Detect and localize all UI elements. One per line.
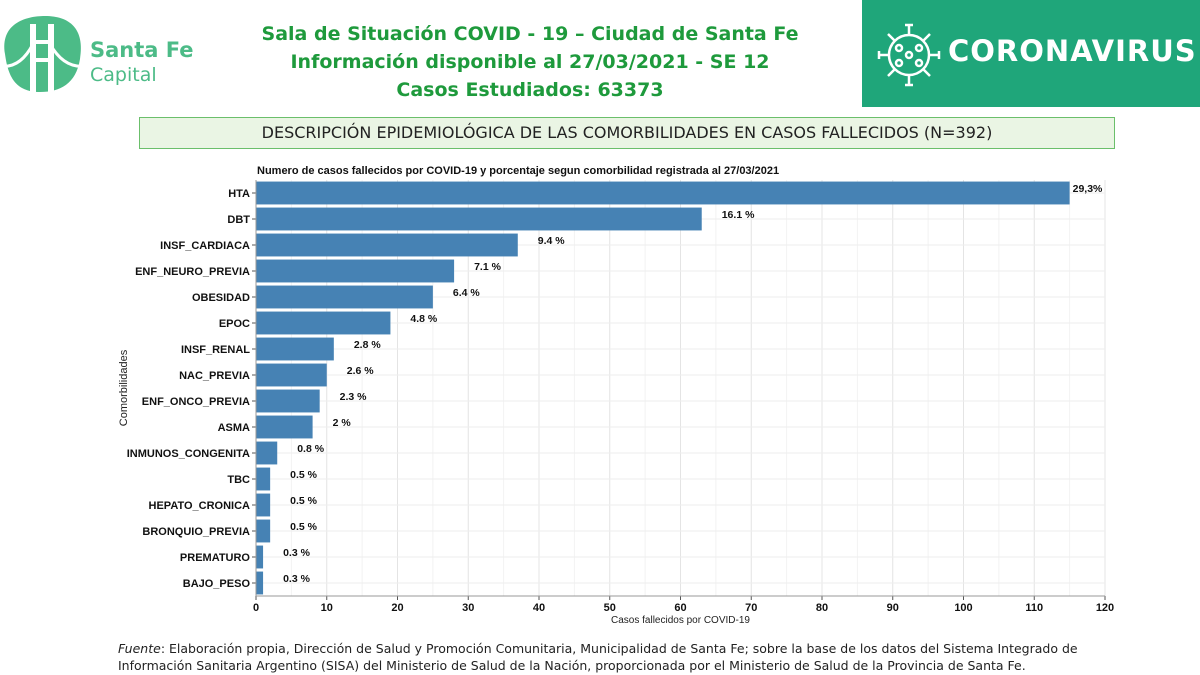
virus-icon [877,23,941,87]
x-tick-label: 100 [954,602,972,614]
data-label: 4.8 % [410,313,438,325]
bar [256,389,320,413]
bar [256,181,1070,205]
y-tick-label: HTA [228,188,250,200]
x-tick-label: 30 [462,602,474,614]
badge-text: CORONAVIRUS [948,34,1197,68]
x-tick-label: 120 [1096,602,1114,614]
header-date: Información disponible al 27/03/2021 - S… [290,51,770,73]
y-axis-label: Comorbilidades [118,349,130,426]
data-label: 2.8 % [354,339,382,351]
data-label: 0.5 % [290,469,318,481]
x-tick-label: 0 [253,602,259,614]
bar [256,259,455,283]
logo-text-line1: Santa Fe [90,38,194,62]
y-tick-label: OBESIDAD [192,292,250,304]
data-label: 2.3 % [340,391,368,403]
x-tick-label: 50 [604,602,616,614]
y-tick-label: HEPATO_CRONICA [149,500,251,512]
y-tick-label: BAJO_PESO [183,578,251,590]
bar [256,285,433,309]
logo-text-line2: Capital [90,64,157,86]
x-tick-label: 90 [887,602,899,614]
y-tick-label: EPOC [219,318,250,330]
data-label: 0.5 % [290,495,318,507]
bar [256,571,264,595]
data-label: 29,3% [1073,183,1103,195]
x-tick-label: 70 [745,602,757,614]
santa-fe-capital-logo: Santa Fe Capital [0,14,200,94]
y-tick-label: INSF_CARDIACA [160,240,250,252]
bridge-icon [0,16,86,92]
x-tick-label: 40 [533,602,545,614]
bar [256,441,278,465]
y-tick-label: ASMA [218,422,250,434]
x-tick-label: 10 [321,602,333,614]
data-label: 2 % [333,417,352,429]
y-tick-label: ENF_ONCO_PREVIA [142,396,250,408]
y-tick-label: NAC_PREVIA [179,370,250,382]
header-cases: Casos Estudiados: 63373 [396,79,664,101]
data-label: 6.4 % [453,287,481,299]
bar-chart: 0 10 20 30 40 50 60 70 80 90 100 110 120 HTA 29,3% DBT 1… [118,165,1114,626]
header-title: Sala de Situación COVID - 19 – Ciudad de… [261,23,799,45]
data-label: 0.3 % [283,573,311,585]
bar [256,337,334,361]
x-axis-label: Casos fallecidos por COVID-19 [611,615,750,626]
data-label: 2.6 % [347,365,375,377]
page-header: Sala de Situación COVID - 19 – Ciudad de… [260,20,800,104]
x-tick-label: 60 [674,602,686,614]
y-tick-label: TBC [227,474,250,486]
bar [256,207,702,231]
bar [256,311,391,335]
bar [256,363,327,387]
bar [256,233,518,257]
data-label: 0.8 % [297,443,325,455]
coronavirus-badge: CORONAVIRUS [862,0,1200,107]
source-label: Fuente [118,641,161,656]
y-tick-label: INMUNOS_CONGENITA [127,448,250,460]
data-label: 0.5 % [290,521,318,533]
bar [256,519,271,543]
x-tick-label: 110 [1025,602,1043,614]
bar [256,493,271,517]
data-label: 7.1 % [474,261,502,273]
bar [256,545,264,569]
section-banner: DESCRIPCIÓN EPIDEMIOLÓGICA DE LAS COMORB… [139,117,1115,149]
x-tick-label: 20 [391,602,403,614]
y-tick-label: DBT [227,214,250,226]
source-text: : Elaboración propia, Dirección de Salud… [118,641,1078,673]
y-tick-label: INSF_RENAL [181,344,250,356]
data-label: 9.4 % [538,235,566,247]
data-label: 0.3 % [283,547,311,559]
bar [256,467,271,491]
y-tick-label: BRONQUIO_PREVIA [142,526,250,538]
bar [256,415,313,439]
data-label: 16.1 % [722,209,755,221]
y-tick-label: ENF_NEURO_PREVIA [135,266,250,278]
y-tick-label: PREMATURO [180,552,251,564]
footer-source: Fuente: Elaboración propia, Dirección de… [118,640,1118,674]
x-tick-label: 80 [816,602,828,614]
chart-title: Numero de casos fallecidos por COVID-19 … [257,165,779,177]
